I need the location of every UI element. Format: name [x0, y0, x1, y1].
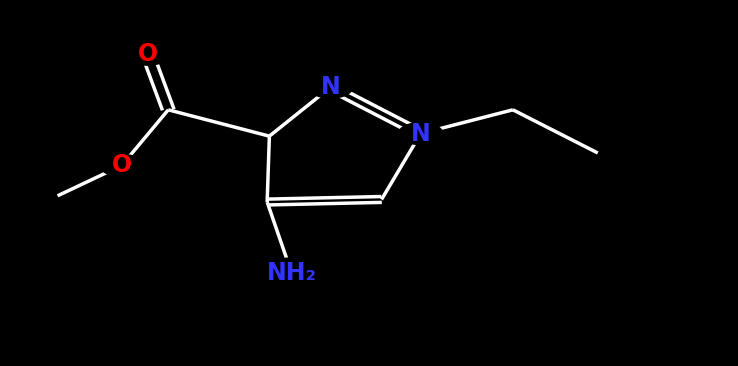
Text: NH₂: NH₂ [266, 261, 317, 285]
Text: O: O [111, 153, 132, 178]
Circle shape [308, 76, 353, 98]
Text: O: O [137, 42, 158, 66]
Circle shape [399, 123, 443, 145]
Circle shape [262, 258, 321, 287]
Circle shape [100, 154, 144, 176]
Circle shape [125, 43, 170, 65]
Text: N: N [411, 122, 430, 146]
Text: N: N [321, 75, 340, 99]
